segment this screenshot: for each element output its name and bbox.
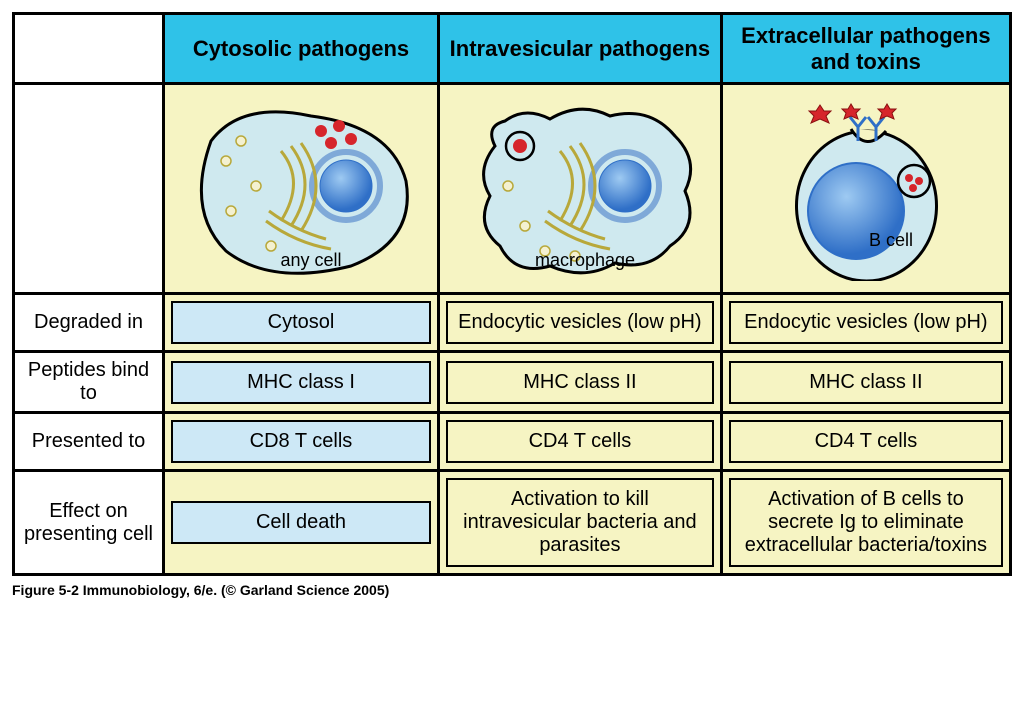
col-header-2: Intravesicular pathogens (439, 14, 722, 84)
cell-value: CD4 T cells (729, 420, 1003, 463)
row-label-presented: Presented to (14, 413, 164, 471)
diagram-label-b-cell: B cell (869, 230, 913, 250)
cell-value: Endocytic vesicles (low pH) (729, 301, 1003, 344)
row-label-peptides: Peptides bind to (14, 352, 164, 413)
row-label-effect: Effect on presenting cell (14, 471, 164, 575)
cell-value: MHC class II (446, 361, 714, 404)
table-row: Effect on presenting cell Cell death Act… (14, 471, 1011, 575)
cell-value: MHC class I (171, 361, 431, 404)
diagram-label-any-cell: any cell (280, 250, 341, 270)
cell-value: Activation of B cells to secrete Ig to e… (729, 478, 1003, 567)
col-header-3: Extracellular pathogens and toxins (721, 14, 1010, 84)
table-row: Peptides bind to MHC class I MHC class I… (14, 352, 1011, 413)
cell-diagram-any-cell: any cell (164, 84, 439, 294)
cell-diagram-b-cell: B cell (721, 84, 1010, 294)
row-label-degraded: Degraded in (14, 294, 164, 352)
diagram-label-macrophage: macrophage (535, 250, 635, 270)
cell-value: Cell death (171, 501, 431, 544)
cell-value: CD4 T cells (446, 420, 714, 463)
cell-value: CD8 T cells (171, 420, 431, 463)
cell-diagram-macrophage: macrophage (439, 84, 722, 294)
corner-empty (14, 14, 164, 84)
cell-value: Endocytic vesicles (low pH) (446, 301, 714, 344)
cell-value: Cytosol (171, 301, 431, 344)
pathogen-table: Cytosolic pathogens Intravesicular patho… (12, 12, 1012, 576)
figure-caption: Figure 5-2 Immunobiology, 6/e. (© Garlan… (12, 582, 1012, 598)
cell-value: Activation to kill intravesicular bacter… (446, 478, 714, 567)
table-row: Degraded in Cytosol Endocytic vesicles (… (14, 294, 1011, 352)
table-row: Presented to CD8 T cells CD4 T cells CD4… (14, 413, 1011, 471)
cell-value: MHC class II (729, 361, 1003, 404)
col-header-1: Cytosolic pathogens (164, 14, 439, 84)
image-row-label (14, 84, 164, 294)
